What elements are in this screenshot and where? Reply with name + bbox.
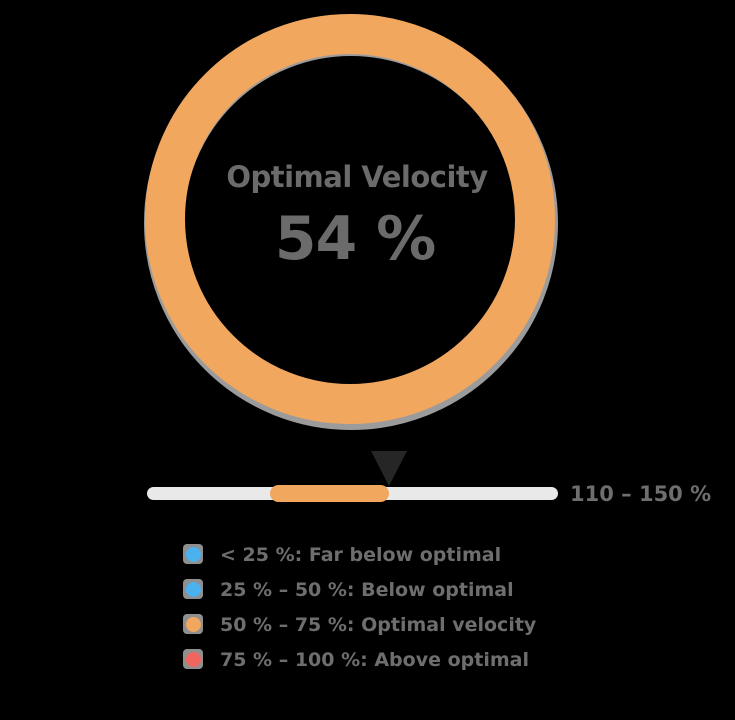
legend-item: 50 % – 75 %: Optimal velocity: [183, 614, 536, 649]
legend-dot-orange: [185, 616, 201, 632]
range-bar-track: [147, 485, 558, 502]
gauge-title: Optimal Velocity: [226, 160, 488, 194]
legend: < 25 %: Far below optimal 25 % – 50 %: B…: [183, 544, 536, 684]
legend-marker: [183, 614, 203, 634]
legend-item-label: < 25 %: Far below optimal: [220, 544, 502, 566]
gauge-value-ring: [145, 14, 555, 424]
legend-item: 75 % – 100 %: Above optimal: [183, 649, 536, 684]
triangle-down-icon: [371, 451, 408, 486]
legend-dot-red: [185, 651, 201, 667]
legend-marker: [183, 579, 203, 599]
legend-dot-blue: [185, 581, 201, 597]
legend-marker: [183, 649, 203, 669]
legend-item: 25 % – 50 %: Below optimal: [183, 579, 536, 614]
legend-dot-blue: [185, 546, 201, 562]
legend-item: < 25 %: Far below optimal: [183, 544, 536, 579]
range-marker-icon: [371, 451, 408, 486]
legend-marker: [183, 544, 203, 564]
legend-item-label: 50 % – 75 %: Optimal velocity: [220, 614, 537, 636]
range-label: 110 – 150 %: [570, 482, 712, 506]
legend-item-label: 75 % – 100 %: Above optimal: [220, 649, 529, 671]
gauge-center-value: 54 %: [274, 204, 437, 274]
legend-item-label: 25 % – 50 %: Below optimal: [220, 579, 514, 601]
range-bar-highlight-zone: [270, 485, 390, 502]
